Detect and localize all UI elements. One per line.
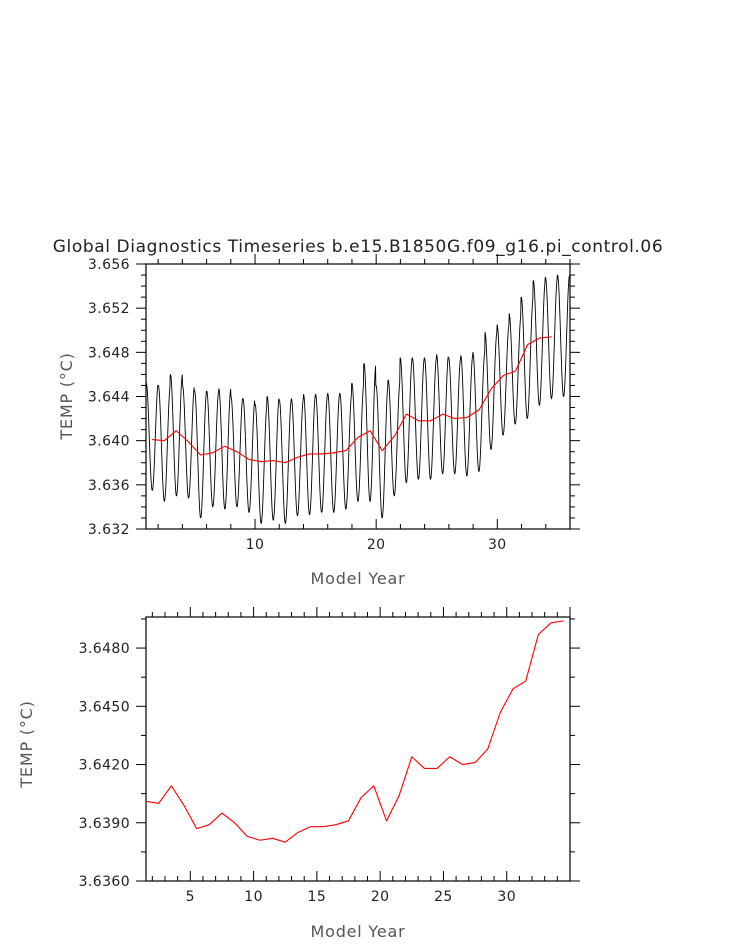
top-plot-frame	[145, 263, 571, 530]
top-series-lines	[145, 274, 570, 524]
y-tick-label: 3.656	[88, 257, 130, 273]
top-axis-ticks	[136, 254, 580, 530]
bottom-x-tick-labels: 5 10 15 20 25 30	[186, 889, 516, 905]
y-tick-label: 3.648	[88, 345, 130, 361]
series-line-monthly	[145, 274, 570, 524]
top-y-tick-labels: 3.632 3.636 3.640 3.644 3.648 3.652 3.656	[88, 257, 130, 538]
chart-title: Global Diagnostics Timeseries b.e15.B185…	[53, 237, 664, 257]
x-tick-label: 20	[367, 537, 386, 553]
series-line-annual-mean	[145, 620, 564, 843]
top-chart-panel: 3.632 3.636 3.640 3.644 3.648 3.652 3.656 10 20…	[57, 254, 580, 588]
top-x-axis-label: Model Year	[311, 569, 406, 588]
x-tick-label: 25	[434, 889, 453, 905]
y-tick-label: 3.632	[88, 522, 130, 538]
y-tick-label: 3.6420	[79, 758, 130, 774]
x-tick-label: 20	[371, 889, 390, 905]
y-tick-label: 3.652	[88, 301, 130, 317]
x-tick-label: 15	[308, 889, 327, 905]
bottom-series-lines	[145, 620, 564, 843]
y-tick-label: 3.6480	[79, 641, 130, 657]
y-tick-label: 3.644	[88, 390, 130, 406]
x-tick-label: 30	[497, 889, 516, 905]
x-tick-label: 10	[244, 889, 263, 905]
y-tick-label: 3.6390	[79, 816, 130, 832]
y-tick-label: 3.636	[88, 478, 130, 494]
x-tick-label: 30	[488, 537, 507, 553]
bottom-y-tick-labels: 3.6360 3.6390 3.6420 3.6450 3.6480	[79, 641, 130, 890]
top-y-axis-label: TEMP (°C)	[57, 352, 76, 440]
bottom-plot-frame	[145, 616, 571, 882]
series-line-annual-mean	[152, 336, 552, 464]
y-tick-label: 3.640	[88, 434, 130, 450]
y-tick-label: 3.6360	[79, 874, 130, 890]
x-tick-label: 5	[186, 889, 195, 905]
y-tick-label: 3.6450	[79, 699, 130, 715]
bottom-chart-panel: 3.6360 3.6390 3.6420 3.6450 3.6480 5 10 15 20 25…	[17, 607, 580, 941]
bottom-x-axis-label: Model Year	[311, 922, 406, 941]
bottom-axis-ticks	[136, 607, 580, 882]
x-tick-label: 10	[246, 537, 265, 553]
bottom-y-axis-label: TEMP (°C)	[17, 700, 36, 788]
top-x-tick-labels: 10 20 30	[246, 537, 507, 553]
